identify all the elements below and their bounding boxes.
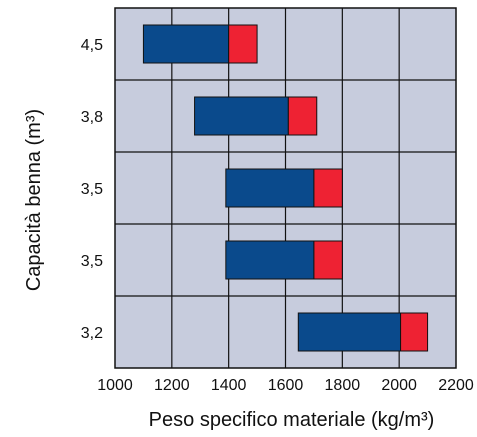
bar-series xyxy=(142,24,429,352)
y-tick-label: 4,5 xyxy=(81,37,103,54)
y-tick-label: 3,8 xyxy=(81,109,103,126)
x-tick-labels: 1000 1200 1400 1600 1800 2000 2200 xyxy=(97,377,474,394)
x-tick-label: 2200 xyxy=(438,377,474,394)
bar-segment-primary xyxy=(142,24,230,64)
bar-segment-secondary xyxy=(228,24,258,64)
y-tick-labels: 4,5 3,8 3,5 3,5 3,2 xyxy=(81,37,103,342)
x-tick-label: 1800 xyxy=(325,377,361,394)
x-axis-label: Peso specifico materiale (kg/m³) xyxy=(149,409,435,431)
y-tick-label: 3,5 xyxy=(81,181,103,198)
plot-frame xyxy=(114,7,457,369)
x-tick-label: 1000 xyxy=(97,377,133,394)
y-tick-label: 3,2 xyxy=(81,325,103,342)
x-tick-label: 1600 xyxy=(268,377,304,394)
bar-segment-secondary xyxy=(287,96,318,136)
x-tick-label: 1400 xyxy=(211,377,247,394)
bar-segment-primary xyxy=(297,312,402,352)
bar-segment-secondary xyxy=(400,312,429,352)
y-axis-label: Capacità benna (m³) xyxy=(23,109,45,291)
bar-segment-primary xyxy=(225,168,315,208)
x-tick-label: 1200 xyxy=(154,377,190,394)
bar-segment-secondary xyxy=(313,240,343,280)
bar-segment-primary xyxy=(225,240,315,280)
bar-segment-secondary xyxy=(313,168,343,208)
y-tick-label: 3,5 xyxy=(81,253,103,270)
bar-segment-primary xyxy=(194,96,289,136)
x-tick-label: 2000 xyxy=(381,377,417,394)
